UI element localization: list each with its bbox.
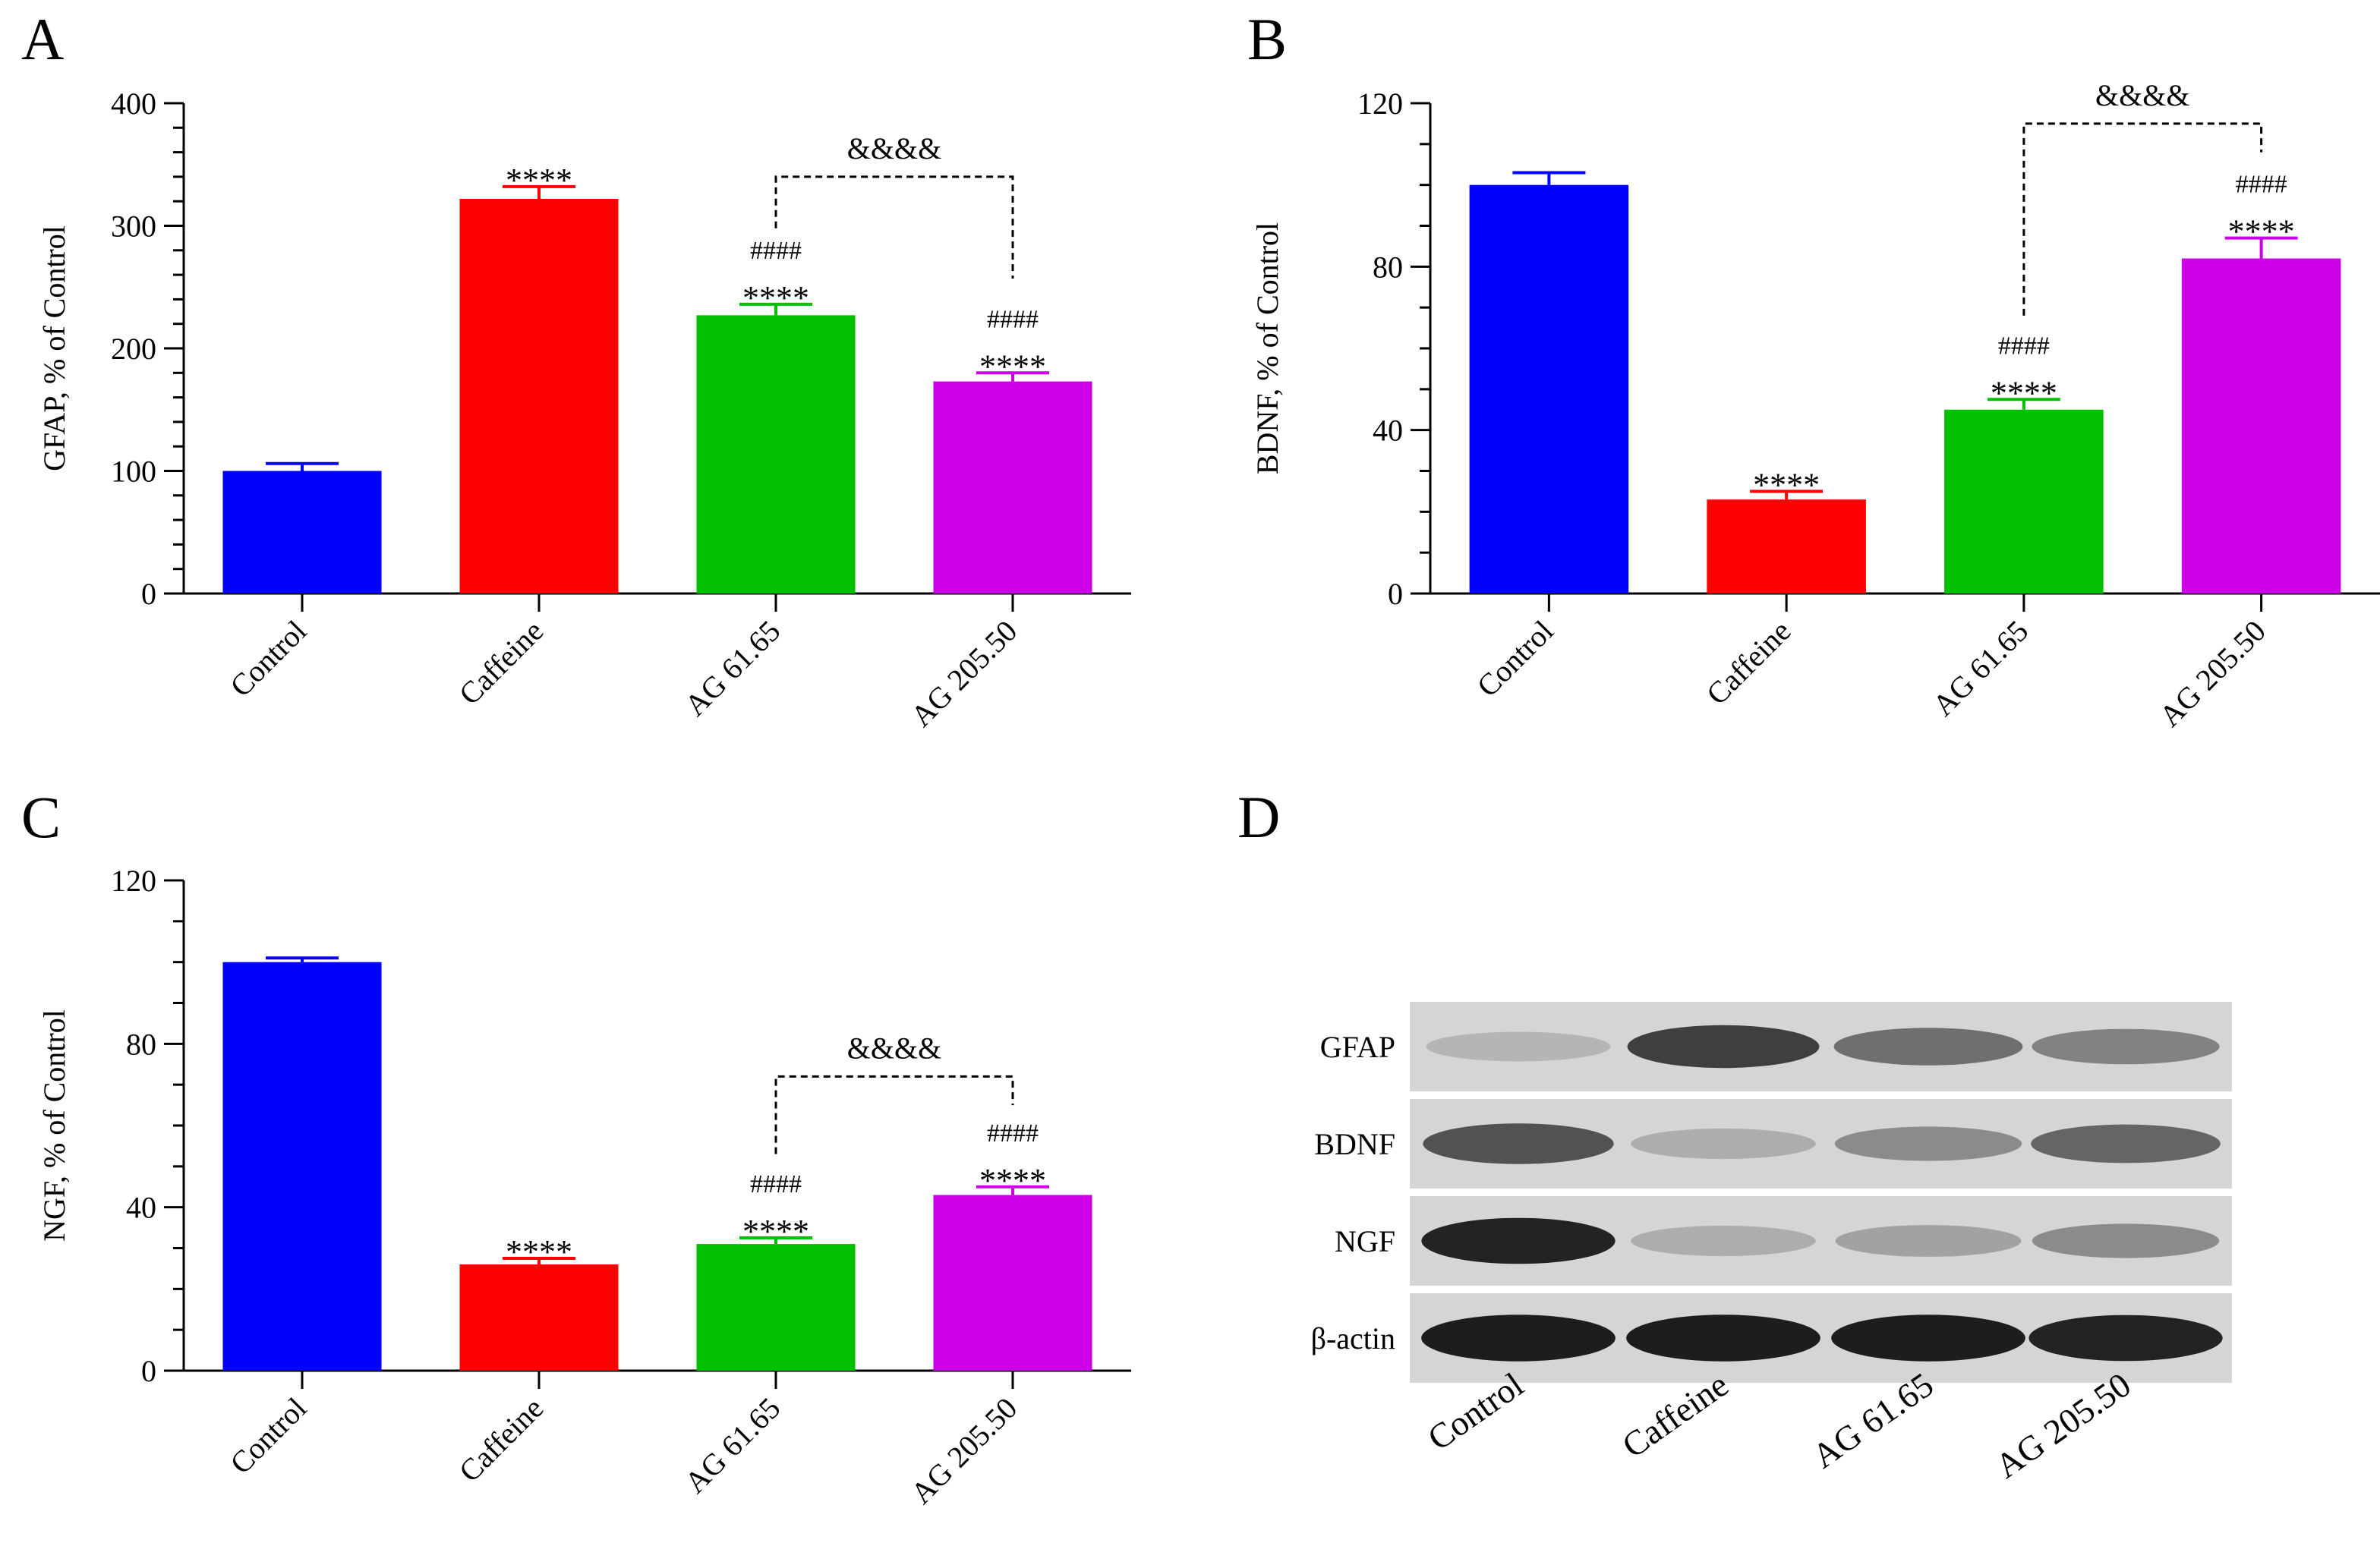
blot-row-label-bdnf: BDNF bbox=[1314, 1127, 1395, 1161]
panel-b-sig-stars: **** bbox=[2228, 213, 2295, 250]
blot-band-actin-control bbox=[1421, 1315, 1616, 1362]
blot-band-gfap-ag-61-65 bbox=[1833, 1028, 2023, 1066]
panel-a-sig-stars: **** bbox=[742, 279, 809, 316]
panel-c-sig-hashes: #### bbox=[987, 1119, 1039, 1148]
panel-c-sig-stars: **** bbox=[742, 1213, 809, 1250]
panel-c: C NGF, % of Control 0 40 80 120 Control Caffe… bbox=[21, 784, 1131, 1510]
panel-a: A GFAP, % of Control 0 100 200 300 400 Contro… bbox=[21, 6, 1131, 733]
panel-a-x-label-caffeine: Caffeine bbox=[452, 614, 550, 712]
panel-c-x-label-ag-205-50: AG 205.50 bbox=[904, 1391, 1024, 1511]
panel-c-x-label-ag-61-65: AG 61.65 bbox=[678, 1391, 787, 1500]
panel-c-bar-ag-205-50 bbox=[933, 1195, 1092, 1371]
panel-b-sig-stars: **** bbox=[1991, 374, 2057, 411]
panel-a-y-tick-label: 200 bbox=[111, 332, 156, 366]
panel-b-sig-hashes: #### bbox=[1998, 332, 2050, 360]
panel-c-x-label-control: Control bbox=[223, 1391, 313, 1481]
panel-c-y-axis-label: NGF, % of Control bbox=[37, 1009, 71, 1242]
panel-b-y-tick-label: 40 bbox=[1373, 414, 1403, 448]
panel-a-bracket-label: &&&& bbox=[847, 131, 941, 165]
panel-c-comparison-bracket bbox=[774, 1075, 1014, 1154]
panel-c-y-tick-label: 40 bbox=[126, 1191, 156, 1225]
panel-c-sig-hashes: #### bbox=[750, 1170, 802, 1198]
panel-c-x-label-caffeine: Caffeine bbox=[452, 1391, 550, 1489]
panel-a-x-label-control: Control bbox=[223, 614, 313, 704]
blot-band-gfap-ag-205-50 bbox=[2032, 1028, 2220, 1065]
panel-a-y-tick-label: 300 bbox=[111, 209, 156, 244]
panel-b-y-axis-label: BDNF, % of Control bbox=[1250, 222, 1285, 474]
panel-c-bar-ag-61-65 bbox=[696, 1244, 856, 1371]
blot-band-bdnf-control bbox=[1423, 1123, 1614, 1164]
blot-band-bdnf-ag-205-50 bbox=[2031, 1124, 2221, 1163]
panel-c-letter: C bbox=[21, 784, 61, 850]
panel-b-x-label-ag-61-65: AG 61.65 bbox=[1926, 614, 2035, 723]
panel-a-y-tick-label: 100 bbox=[111, 455, 156, 489]
panel-b-bar-ag-61-65 bbox=[1944, 409, 2104, 594]
panel-a-letter: A bbox=[21, 6, 64, 72]
panel-b-sig-stars: **** bbox=[1753, 466, 1820, 503]
panel-a-x-label-ag-61-65: AG 61.65 bbox=[678, 614, 787, 723]
panel-c-y-tick-label: 80 bbox=[126, 1027, 156, 1061]
panel-b-y-tick-label: 80 bbox=[1373, 250, 1403, 284]
panel-a-bar-control bbox=[222, 471, 382, 594]
panel-c-sig-stars: **** bbox=[506, 1233, 572, 1270]
blot-band-ngf-ag-61-65 bbox=[1835, 1225, 2022, 1257]
blot-band-bdnf-caffeine bbox=[1631, 1128, 1816, 1160]
panel-a-bar-caffeine bbox=[459, 198, 619, 594]
blot-band-actin-caffeine bbox=[1626, 1315, 1820, 1362]
panel-a-y-tick-label: 0 bbox=[141, 577, 156, 611]
panel-c-bar-control bbox=[222, 962, 382, 1371]
panel-b-comparison-bracket bbox=[2022, 122, 2263, 316]
blot-band-actin-ag-61-65 bbox=[1831, 1315, 2025, 1362]
blot-lane-label-ag-205-50: AG 205.50 bbox=[1988, 1365, 2138, 1485]
panel-a-y-axis-label: GFAP, % of Control bbox=[37, 225, 71, 471]
blot-band-gfap-caffeine bbox=[1627, 1025, 1820, 1069]
panel-a-x-label-ag-205-50: AG 205.50 bbox=[904, 614, 1024, 734]
panel-b-bar-ag-205-50 bbox=[2181, 258, 2341, 594]
panel-b-x-label-control: Control bbox=[1470, 614, 1559, 704]
panel-b-letter: B bbox=[1247, 6, 1287, 72]
panel-b-bar-control bbox=[1469, 184, 1629, 594]
panel-a-comparison-bracket bbox=[774, 175, 1014, 279]
panel-b-x-label-caffeine: Caffeine bbox=[1700, 614, 1798, 712]
panel-b-bracket-label: &&&& bbox=[2095, 78, 2189, 112]
panel-c-sig-stars: **** bbox=[979, 1162, 1046, 1199]
panel-b-sig-hashes: #### bbox=[2236, 171, 2287, 199]
panel-a-sig-hashes: #### bbox=[750, 237, 802, 265]
panel-a-sig-stars: **** bbox=[506, 162, 572, 199]
panel-c-y-tick-label: 0 bbox=[141, 1354, 156, 1388]
blot-band-ngf-ag-205-50 bbox=[2032, 1223, 2220, 1258]
panel-b-y-tick-label: 0 bbox=[1388, 577, 1403, 611]
panel-a-sig-hashes: #### bbox=[987, 305, 1039, 333]
blot-band-actin-ag-205-50 bbox=[2029, 1315, 2223, 1362]
blot-row-label-ngf: NGF bbox=[1335, 1224, 1395, 1258]
blot-band-gfap-control bbox=[1426, 1031, 1611, 1062]
panel-a-sig-stars: **** bbox=[979, 348, 1046, 385]
panel-a-y-tick-label: 400 bbox=[111, 87, 156, 121]
blot-band-ngf-caffeine bbox=[1631, 1225, 1816, 1257]
panel-a-bar-ag-205-50 bbox=[933, 381, 1092, 594]
panel-b: B BDNF, % of Control 0 40 80 120 Control Caff… bbox=[1247, 6, 2380, 733]
panel-d-letter: D bbox=[1237, 784, 1280, 850]
panel-a-bar-ag-61-65 bbox=[696, 315, 856, 594]
panel-c-y-tick-label: 120 bbox=[111, 864, 156, 898]
panel-c-bracket-label: &&&& bbox=[847, 1031, 941, 1065]
blot-row-label-gfap: GFAP bbox=[1320, 1030, 1395, 1064]
panel-b-x-label-ag-205-50: AG 205.50 bbox=[2152, 614, 2272, 734]
panel-b-y-tick-label: 120 bbox=[1357, 87, 1403, 121]
panel-b-bar-caffeine bbox=[1707, 499, 1866, 594]
panel-c-bar-caffeine bbox=[459, 1264, 619, 1371]
blot-band-ngf-control bbox=[1421, 1217, 1616, 1264]
blot-row-label-actin: β-actin bbox=[1311, 1321, 1395, 1355]
blot-band-bdnf-ag-61-65 bbox=[1834, 1126, 2022, 1161]
